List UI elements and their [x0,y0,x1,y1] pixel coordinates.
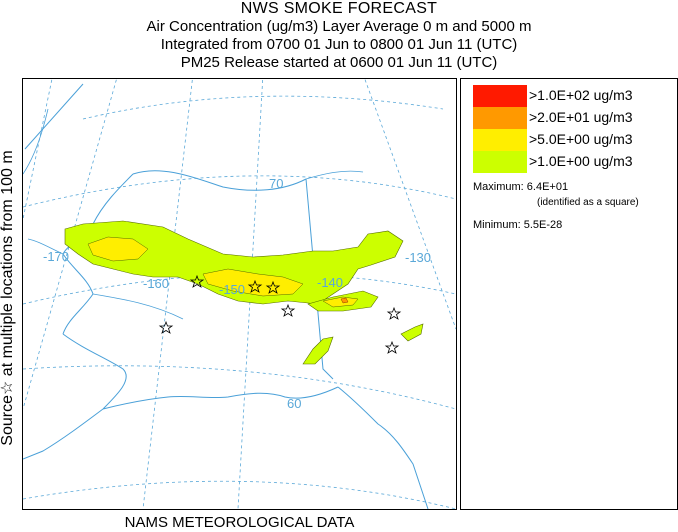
lon-label-170: -170 [43,249,69,264]
plume-main-outer [64,220,404,305]
legend-panel: >1.0E+02 ug/m3 >2.0E+01 ug/m3 >5.0E+00 u… [460,78,678,510]
seward-peninsula [27,238,64,255]
plume-southeast-spot [400,323,424,342]
source-star [247,279,263,293]
meridian-line-180 [23,79,53,220]
source-star [265,280,281,294]
map-canvas: -170 -160 -150 -140 -130 70 60 [23,79,456,509]
border-line [305,178,334,380]
source-star [384,340,400,354]
plume-hotspot [340,297,349,304]
plume-inner-central [202,268,304,297]
forecast-title: NWS SMOKE FORECAST [240,0,438,17]
legend-label-1: >1.0E+02 ug/m3 [529,87,633,103]
lon-label-150: -150 [219,282,245,297]
legend-swatch-2 [473,107,527,129]
legend-label-2: >2.0E+01 ug/m3 [529,109,633,125]
source-location-label: Source☆ at multiple locations from 100 m [0,150,16,446]
lat-label-60: 60 [287,396,301,411]
latitude-line-65 [23,273,456,305]
lat-label-70: 70 [269,176,283,191]
integration-period: Integrated from 0700 01 Jun to 0800 01 J… [160,36,518,53]
meridian-line-130 [364,79,456,330]
source-star [189,274,205,288]
plume-south-strand [302,336,334,365]
border-line-2 [24,83,84,150]
meridian-line-160 [142,79,193,509]
aleutian-chain [23,408,104,460]
source-star [280,303,296,317]
lon-label-140: -140 [317,275,343,290]
source-star [386,306,402,320]
lon-label-130: -130 [405,250,431,265]
legend-swatch-4 [473,151,527,173]
latitude-line-70 [23,175,456,208]
latitude-line-75 [82,95,444,120]
maximum-note: (identified as a square) [537,197,639,208]
plume-inner-west [87,236,149,262]
legend-label-4: >1.0E+00 ug/m3 [529,153,633,169]
legend-swatch-1 [473,85,527,107]
latitude-line-60 [23,365,456,410]
source-star [158,320,174,334]
smoke-plume [64,220,424,365]
smoke-map[interactable]: -170 -160 -150 -140 -130 70 60 [22,78,457,510]
kuskokwim-river [92,293,184,320]
lon-label-160: -160 [143,276,169,291]
meteorological-data-label: NAMS METEOROLOGICAL DATA [124,514,355,531]
plume-inner-east [322,296,359,308]
latitude-line-55 [23,480,456,509]
release-info: PM25 Release started at 0600 01 Jun 11 (… [180,54,498,71]
minimum-value: Minimum: 5.5E-28 [473,219,563,231]
concentration-subtitle: Air Concentration (ug/m3) Layer Average … [146,18,532,35]
russia-coast [23,108,49,175]
legend-label-3: >5.0E+00 ug/m3 [529,131,633,147]
maximum-value: Maximum: 6.4E+01 [473,181,569,193]
legend-swatch-3 [473,129,527,151]
canada-coast [305,170,364,180]
source-markers [158,274,402,354]
